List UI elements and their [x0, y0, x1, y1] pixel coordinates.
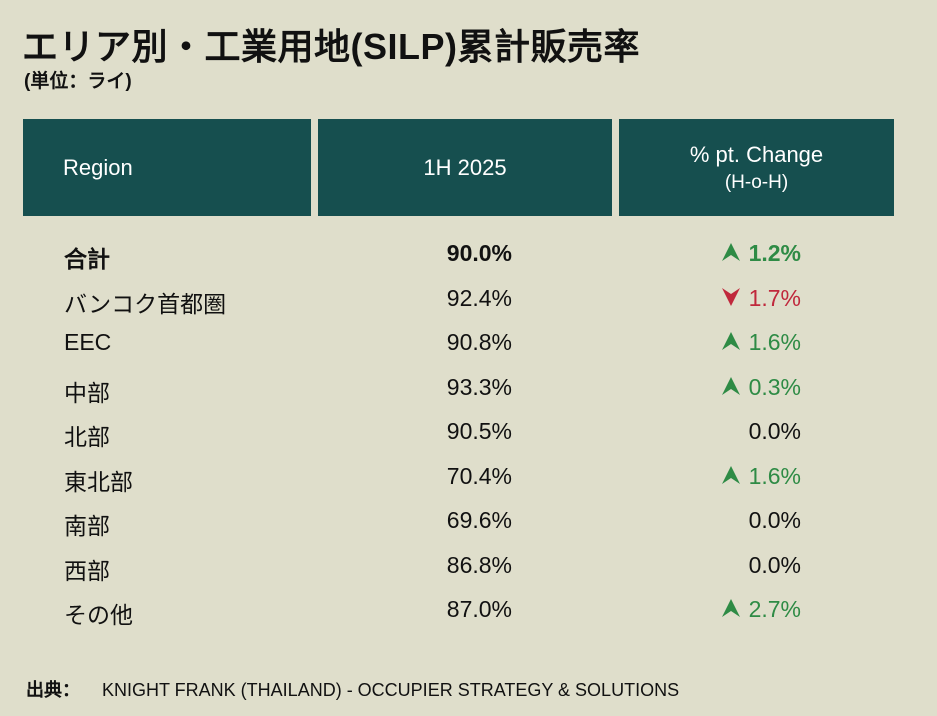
sales-rate-value: 92.4% — [446, 284, 512, 311]
arrow-up-icon — [721, 331, 741, 351]
page-title: エリア別・工業用地(SILP)累計販売率 — [22, 26, 640, 67]
sales-rate-value: 69.6% — [446, 507, 512, 533]
region-name: その他 — [64, 602, 133, 628]
table-row: 合計 90.0% 1.2% — [0, 232, 937, 277]
sales-rate-value: 87.0% — [446, 596, 512, 622]
change-cell: 0.0% — [690, 418, 801, 445]
source-text: KNIGHT FRANK (THAILAND) - OCCUPIER STRAT… — [102, 680, 680, 700]
change-cell: 1.7% — [690, 285, 801, 312]
change-value: 1.7% — [748, 284, 801, 311]
change-cell: 1.2% — [690, 240, 801, 267]
region-name: 南部 — [64, 513, 110, 539]
change-cell: 1.6% — [690, 463, 801, 490]
change-value: 1.6% — [748, 329, 801, 355]
change-cell: 2.7% — [690, 596, 801, 623]
arrow-down-icon — [721, 287, 741, 307]
header-change-label: % pt. Change — [689, 141, 824, 167]
header-region: Region — [23, 119, 311, 216]
change-cell: 0.0% — [690, 552, 801, 579]
header-region-label: Region — [63, 154, 133, 180]
region-name: 西部 — [64, 557, 110, 584]
region-name: 中部 — [64, 379, 110, 406]
table-row: EEC 90.8% 1.6% — [0, 321, 937, 366]
region-name: 東北部 — [64, 468, 133, 495]
sales-rate-value: 70.4% — [446, 462, 512, 489]
header-change: % pt. Change (H-o-H) — [619, 119, 894, 216]
change-value: 0.0% — [748, 507, 801, 533]
change-value: 2.7% — [748, 596, 801, 622]
arrow-up-icon — [721, 242, 741, 262]
region-name: 北部 — [64, 424, 110, 450]
arrow-up-icon — [721, 465, 741, 485]
table-row: 北部 90.5% 0.0% — [0, 410, 937, 455]
region-name: バンコク首都圏 — [64, 290, 227, 317]
table-row: バンコク首都圏 92.4% 1.7% — [0, 277, 937, 322]
change-value: 0.3% — [748, 373, 801, 400]
header-period: 1H 2025 — [318, 119, 612, 216]
table-row: 西部 86.8% 0.0% — [0, 544, 937, 589]
header-period-label: 1H 2025 — [423, 154, 507, 180]
source-note: 出典： KNIGHT FRANK (THAILAND) - OCCUPIER ST… — [26, 676, 679, 702]
region-name: EEC — [64, 329, 112, 355]
table-row: その他 87.0% 2.7% — [0, 588, 937, 633]
sales-rate-value: 90.8% — [446, 329, 512, 355]
table-row: 東北部 70.4% 1.6% — [0, 455, 937, 500]
change-value: 0.0% — [748, 418, 801, 444]
change-value: 1.6% — [748, 462, 801, 489]
sales-rate-value: 86.8% — [446, 551, 512, 578]
table-row: 南部 69.6% 0.0% — [0, 499, 937, 544]
change-cell: 0.0% — [690, 507, 801, 534]
source-label: 出典： — [26, 680, 80, 700]
table-header: Region 1H 2025 % pt. Change (H-o-H) — [23, 119, 894, 216]
table-body: 合計 90.0% 1.2% バンコク首都圏 92.4% 1.7% EEC 90.8% 1.6% 中… — [0, 232, 937, 633]
sales-rate-value: 90.5% — [446, 418, 512, 444]
sales-rate-value: 93.3% — [446, 373, 512, 400]
table-row: 中部 93.3% 0.3% — [0, 366, 937, 411]
change-value: 1.2% — [748, 240, 801, 266]
change-cell: 1.6% — [690, 329, 801, 356]
arrow-up-icon — [721, 598, 741, 618]
region-name: 合計 — [64, 246, 110, 272]
unit-subtitle: (単位：ライ) — [24, 71, 132, 92]
sales-rate-value: 90.0% — [446, 240, 512, 266]
change-cell: 0.3% — [690, 374, 801, 401]
arrow-up-icon — [721, 376, 741, 396]
change-value: 0.0% — [748, 551, 801, 578]
header-change-sublabel: (H-o-H) — [724, 171, 789, 193]
